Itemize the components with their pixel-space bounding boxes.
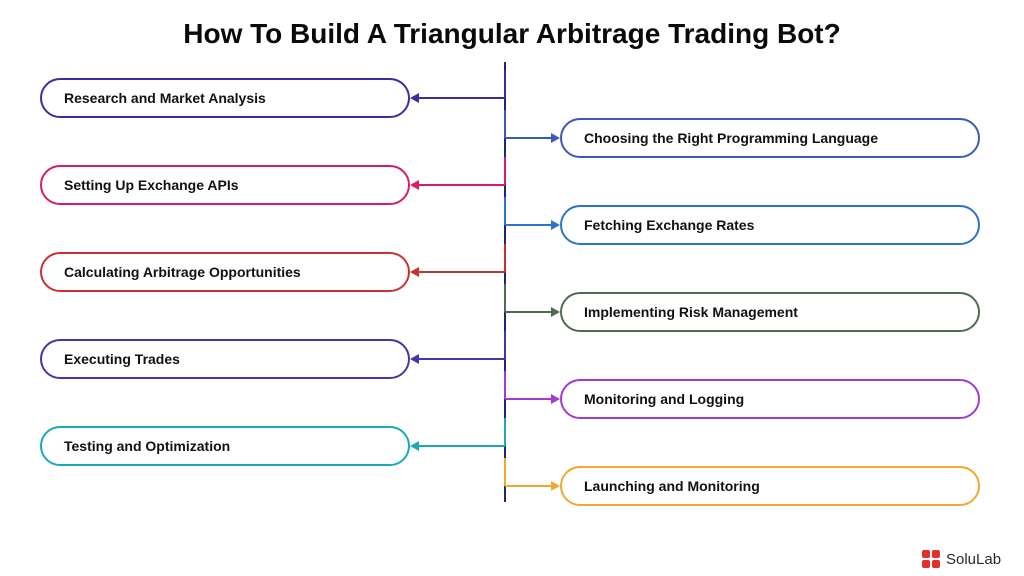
diagram-stage: How To Build A Triangular Arbitrage Trad… [0,0,1024,576]
step-node: Choosing the Right Programming Language [560,118,980,158]
step-label: Setting Up Exchange APIs [64,177,239,193]
brand-logo-text: SoluLab [946,551,1001,568]
step-label: Testing and Optimization [64,438,230,454]
step-label: Monitoring and Logging [584,391,744,407]
step-label: Executing Trades [64,351,180,367]
step-label: Fetching Exchange Rates [584,217,754,233]
step-label: Choosing the Right Programming Language [584,130,878,146]
step-node: Executing Trades [40,339,410,379]
step-label: Launching and Monitoring [584,478,760,494]
step-node: Implementing Risk Management [560,292,980,332]
step-node: Fetching Exchange Rates [560,205,980,245]
step-node: Calculating Arbitrage Opportunities [40,252,410,292]
step-label: Implementing Risk Management [584,304,798,320]
step-node: Monitoring and Logging [560,379,980,419]
step-node: Research and Market Analysis [40,78,410,118]
step-label: Research and Market Analysis [64,90,266,106]
page-title: How To Build A Triangular Arbitrage Trad… [0,18,1024,50]
step-label: Calculating Arbitrage Opportunities [64,264,301,280]
step-node: Testing and Optimization [40,426,410,466]
brand-logo: SoluLab [922,550,1001,568]
step-node: Setting Up Exchange APIs [40,165,410,205]
step-node: Launching and Monitoring [560,466,980,506]
brand-logo-icon [922,550,940,568]
